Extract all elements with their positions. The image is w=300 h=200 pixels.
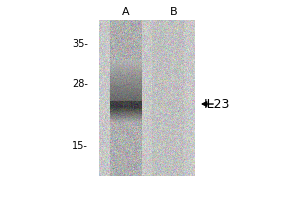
Text: 15-: 15- — [72, 141, 88, 151]
Text: 28-: 28- — [72, 79, 88, 89]
Text: 35-: 35- — [72, 39, 88, 49]
Text: B: B — [170, 7, 178, 17]
Text: A: A — [122, 7, 130, 17]
Text: IL23: IL23 — [204, 98, 230, 110]
